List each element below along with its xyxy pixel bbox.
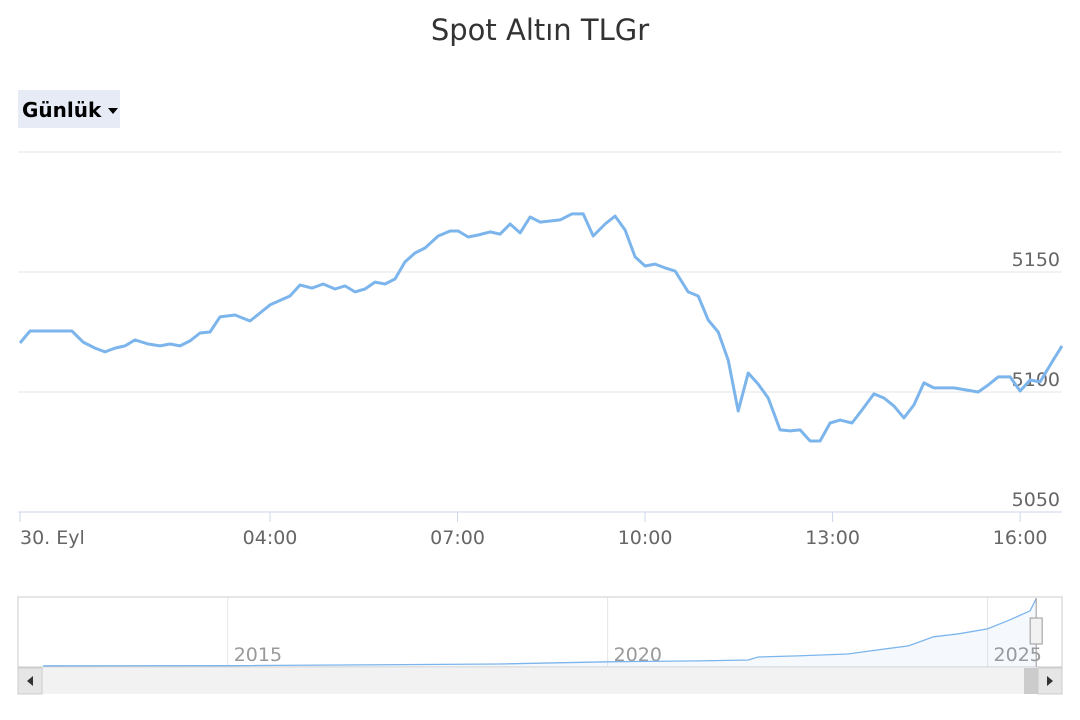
scrollbar-thumb[interactable] xyxy=(1024,668,1038,694)
range-selector[interactable]: Günlük xyxy=(18,90,120,128)
x-tick-label: 04:00 xyxy=(243,527,298,549)
x-tick-label: 30. Eyl xyxy=(20,527,85,549)
chart-title: Spot Altın TLGr xyxy=(431,13,649,47)
range-button-label[interactable]: Günlük xyxy=(22,98,102,122)
navigator-tick-label: 2015 xyxy=(234,644,282,666)
navigator-tick-label: 2025 xyxy=(994,644,1042,666)
navigator-tick-label: 2020 xyxy=(614,644,662,666)
scrollbar-track[interactable] xyxy=(18,668,1062,694)
dropdown-arrow[interactable] xyxy=(108,108,118,114)
scroll-right-arrow xyxy=(1047,676,1053,686)
scroll-left-arrow xyxy=(27,676,33,686)
range-button[interactable] xyxy=(18,90,120,128)
x-tick-label: 07:00 xyxy=(430,527,485,549)
x-tick-label: 16:00 xyxy=(993,527,1048,549)
x-tick-label: 10:00 xyxy=(618,527,673,549)
navigator-handle[interactable] xyxy=(1029,617,1043,645)
x-tick-label: 13:00 xyxy=(805,527,860,549)
navigator-line xyxy=(43,598,1037,667)
y-tick-label: 5150 xyxy=(1012,249,1060,271)
y-tick-label: 5050 xyxy=(1012,489,1060,511)
navigator-area xyxy=(43,598,1037,667)
navigator-frame xyxy=(17,596,1063,668)
price-line xyxy=(18,212,1064,443)
